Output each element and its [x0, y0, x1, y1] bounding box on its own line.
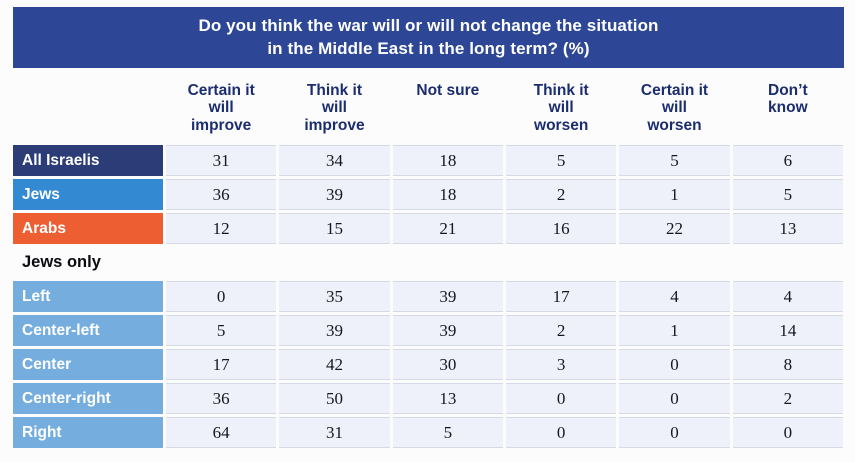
row-label: Center-right — [13, 383, 163, 414]
row-label: Left — [13, 281, 163, 312]
data-cell: 4 — [732, 281, 843, 312]
data-cell: 31 — [279, 417, 390, 448]
question-banner-line1: Do you think the war will or will not ch… — [198, 16, 659, 36]
blank-cell — [393, 247, 503, 278]
data-cell: 0 — [619, 349, 730, 380]
data-cell: 5 — [619, 145, 730, 176]
column-header: Certain it will improve — [187, 82, 255, 134]
data-cell: 39 — [392, 315, 503, 346]
data-cell: 2 — [506, 179, 617, 210]
blank-cell — [166, 247, 276, 278]
data-cell: 14 — [732, 315, 843, 346]
data-cell: 1 — [619, 179, 730, 210]
data-cell: 0 — [619, 417, 730, 448]
data-cell: 5 — [392, 417, 503, 448]
row-label: Right — [13, 417, 163, 448]
data-cell: 0 — [506, 383, 617, 414]
data-cell: 5 — [732, 179, 843, 210]
data-cell: 0 — [506, 417, 617, 448]
data-cell: 18 — [392, 145, 503, 176]
data-cell: 42 — [279, 349, 390, 380]
data-cell: 35 — [279, 281, 390, 312]
data-cell: 8 — [732, 349, 843, 380]
data-cell: 2 — [732, 383, 843, 414]
section-label: Jews only — [22, 253, 101, 271]
column-header: Think it will improve — [304, 82, 365, 134]
data-cell: 0 — [619, 383, 730, 414]
data-cell: 0 — [166, 281, 277, 312]
data-cell: 31 — [166, 145, 277, 176]
data-cell: 5 — [506, 145, 617, 176]
row-label: Jews — [13, 179, 163, 210]
blank-cell — [506, 247, 616, 278]
data-cell: 12 — [166, 213, 277, 244]
column-header: Not sure — [416, 82, 480, 99]
data-cell: 16 — [506, 213, 617, 244]
data-cell: 13 — [732, 213, 843, 244]
data-cell: 18 — [392, 179, 503, 210]
data-cell: 17 — [166, 349, 277, 380]
blank-cell — [619, 247, 729, 278]
blank-cell — [279, 247, 389, 278]
data-cell: 3 — [506, 349, 617, 380]
data-cell: 0 — [732, 417, 843, 448]
corner-cell — [13, 80, 163, 142]
row-label: All Israelis — [13, 145, 163, 176]
data-cell: 17 — [506, 281, 617, 312]
data-cell: 64 — [166, 417, 277, 448]
column-header: Don’t know — [768, 82, 808, 117]
row-label: Center-left — [13, 315, 163, 346]
column-header: Think it will worsen — [533, 82, 589, 134]
data-cell: 1 — [619, 315, 730, 346]
data-cell: 13 — [392, 383, 503, 414]
data-cell: 50 — [279, 383, 390, 414]
data-cell: 39 — [279, 315, 390, 346]
survey-table: Certain it will improve Think it will imp… — [13, 80, 843, 448]
data-cell: 2 — [506, 315, 617, 346]
data-cell: 5 — [166, 315, 277, 346]
data-cell: 30 — [392, 349, 503, 380]
row-label: Center — [13, 349, 163, 380]
data-cell: 21 — [392, 213, 503, 244]
data-cell: 15 — [279, 213, 390, 244]
data-cell: 36 — [166, 383, 277, 414]
data-cell: 22 — [619, 213, 730, 244]
column-header: Certain it will worsen — [640, 82, 709, 134]
row-label: Arabs — [13, 213, 163, 244]
data-cell: 39 — [279, 179, 390, 210]
blank-cell — [733, 247, 843, 278]
question-banner-line2: in the Middle East in the long term? (%) — [267, 38, 590, 58]
data-cell: 6 — [732, 145, 843, 176]
data-cell: 36 — [166, 179, 277, 210]
question-banner: Do you think the war will or will not ch… — [13, 7, 844, 68]
data-cell: 34 — [279, 145, 390, 176]
data-cell: 4 — [619, 281, 730, 312]
data-cell: 39 — [392, 281, 503, 312]
